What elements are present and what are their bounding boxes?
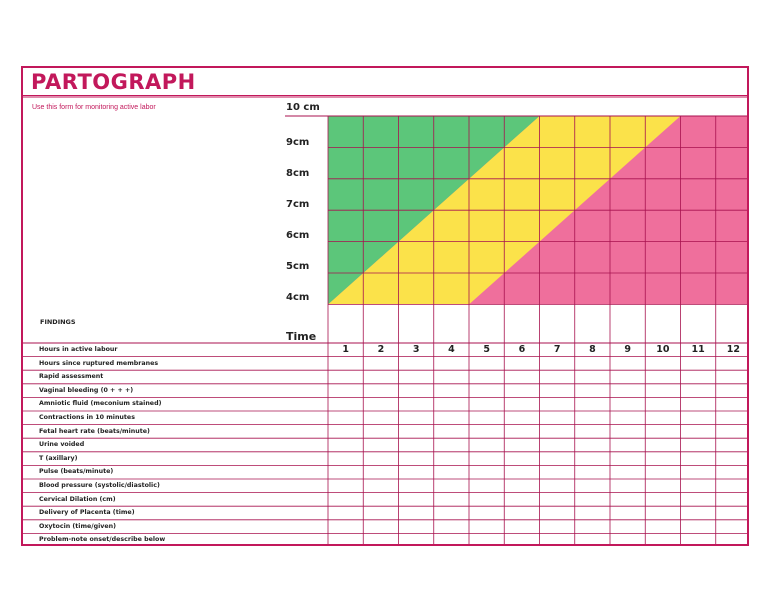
findings-row-label: Hours in active labour [39, 346, 118, 353]
partograph-grid [23, 96, 747, 544]
hour-label: 1 [342, 344, 349, 355]
dilation-label-8cm: 8cm [286, 168, 310, 179]
findings-row-label: Pulse (beats/minute) [39, 468, 114, 476]
hour-label: 8 [589, 344, 596, 355]
dilation-label-4cm: 4cm [286, 292, 310, 303]
hour-label: 6 [518, 344, 526, 355]
findings-row-label: Rapid assessment [39, 373, 104, 381]
findings-row-label: Cervical Dilation (cm) [39, 495, 116, 503]
findings-row-label: Fetal heart rate (beats/minute) [39, 427, 150, 435]
partograph-form: PARTOGRAPH Use this form for monitoring … [21, 66, 749, 546]
findings-row-label: T (axillary) [39, 454, 78, 462]
hour-label: 10 [656, 344, 670, 355]
hour-label: 11 [691, 344, 705, 355]
dilation-label-7cm: 7cm [286, 199, 310, 210]
form-title: PARTOGRAPH [31, 70, 196, 94]
title-divider [23, 95, 747, 96]
hour-label: 9 [624, 344, 631, 355]
time-axis-label: Time [286, 330, 317, 343]
hour-label: 12 [726, 344, 740, 355]
dilation-label-6cm: 6cm [286, 230, 310, 241]
dilation-label-5cm: 5cm [286, 261, 310, 272]
findings-row-label: Oxytocin (time/given) [39, 522, 117, 530]
hour-label: 3 [412, 344, 420, 355]
findings-row-label: Blood pressure (systolic/diastolic) [39, 482, 160, 489]
findings-row-label: Hours since ruptured membranes [39, 359, 159, 367]
findings-row-label: Amniotic fluid (meconium stained) [39, 400, 162, 408]
findings-row-label: Contractions in 10 minutes [39, 414, 135, 421]
findings-row-label: Urine voided [39, 441, 85, 449]
hour-label: 7 [553, 344, 561, 355]
findings-row-label: Delivery of Placenta (time) [39, 509, 135, 517]
dilation-label-9cm: 9cm [286, 137, 310, 148]
dilation-label-10cm: 10 cm [286, 102, 320, 113]
findings-heading: FINDINGS [40, 318, 76, 326]
hour-label: 2 [377, 344, 385, 355]
hour-label: 4 [448, 344, 455, 355]
hour-label: 5 [483, 344, 490, 355]
form-instructions: Use this form for monitoring active labo… [32, 104, 156, 111]
findings-row-label: Vaginal bleeding (0 + + +) [39, 386, 134, 394]
findings-row-label: Problem-note onset/describe below [39, 536, 166, 544]
